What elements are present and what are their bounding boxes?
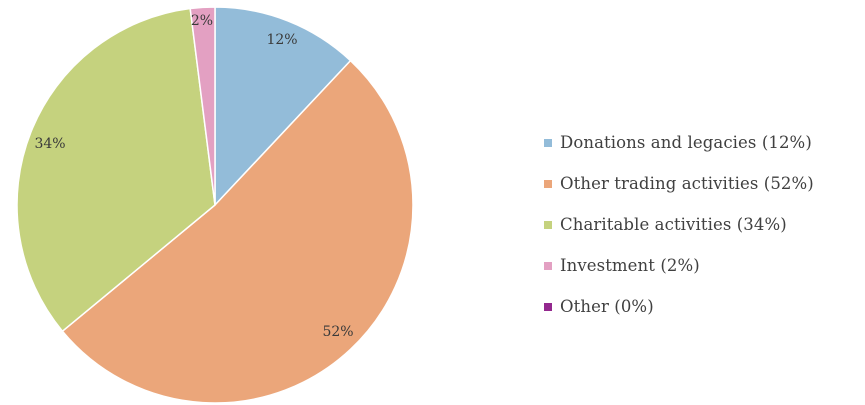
legend-swatch-charitable bbox=[544, 220, 552, 229]
data-label-investment: 2% bbox=[191, 13, 213, 29]
legend-swatch-other-trading bbox=[544, 179, 552, 188]
legend-swatch-donations bbox=[544, 138, 552, 147]
pie-slice-other-trading bbox=[61, 59, 414, 404]
legend-item-investment: Investment (2%) bbox=[544, 245, 814, 286]
pie-slice-donations bbox=[214, 6, 352, 207]
legend-item-donations: Donations and legacies (12%) bbox=[544, 122, 814, 163]
legend-item-other: Other (0%) bbox=[544, 286, 814, 327]
data-label-donations: 12% bbox=[266, 32, 297, 48]
legend-item-charitable: Charitable activities (34%) bbox=[544, 204, 814, 245]
data-label-charitable: 34% bbox=[34, 136, 65, 152]
legend-item-other-trading: Other trading activities (52%) bbox=[544, 163, 814, 204]
legend-swatch-other bbox=[544, 302, 552, 311]
legend-label-other: Other (0%) bbox=[560, 297, 654, 316]
data-label-other-trading: 52% bbox=[322, 324, 353, 340]
legend-label-charitable: Charitable activities (34%) bbox=[560, 215, 787, 234]
legend: Donations and legacies (12%) Other tradi… bbox=[544, 122, 814, 327]
pie-slice-investment bbox=[189, 6, 216, 206]
legend-label-donations: Donations and legacies (12%) bbox=[560, 133, 812, 152]
pie-slice-charitable bbox=[16, 7, 216, 333]
legend-label-other-trading: Other trading activities (52%) bbox=[560, 174, 814, 193]
legend-swatch-investment bbox=[544, 261, 552, 270]
pie-chart: 12% 52% 34% 2% bbox=[16, 6, 414, 404]
legend-label-investment: Investment (2%) bbox=[560, 256, 700, 275]
